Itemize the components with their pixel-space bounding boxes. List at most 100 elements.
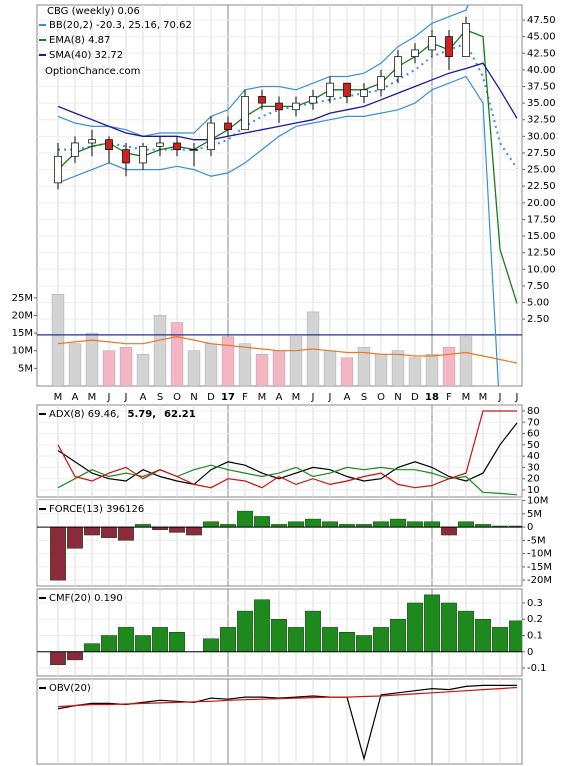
x-tick-label: 18: [425, 392, 439, 403]
candle-body: [122, 149, 130, 164]
volume-bar: [68, 343, 82, 387]
indicator-bar: [390, 518, 406, 528]
volume-bar: [391, 350, 405, 387]
indicator-bar: [254, 599, 270, 653]
bb-lower-line: [57, 75, 499, 386]
x-tick-label: M: [462, 392, 471, 403]
indicator-bar: [84, 526, 100, 536]
x-tick-label: D: [411, 392, 419, 403]
indicator-bar: [390, 618, 406, 653]
x-tick-label: J: [515, 392, 519, 403]
candle-body: [377, 76, 385, 91]
y-tick-label: 5M: [527, 509, 542, 520]
indicator-bar: [254, 516, 270, 528]
indicator-bar: [169, 526, 185, 533]
y-tick-label: -5M: [527, 535, 546, 546]
indicator-line: [57, 464, 518, 496]
watermark: OptionChance.com: [45, 66, 140, 77]
candle-body: [105, 139, 113, 150]
indicator-bar: [84, 643, 100, 653]
y-tick-label: 70: [527, 417, 540, 428]
indicator-bar: [101, 635, 117, 653]
indicator-bar: [50, 651, 66, 666]
volume-bar: [85, 332, 99, 387]
indicator-bar: [135, 635, 151, 653]
x-tick-label: A: [140, 392, 147, 403]
indicator-bar: [373, 521, 389, 528]
indicator-bar: [322, 627, 338, 653]
x-tick-label: M: [292, 392, 301, 403]
indicator-line: [57, 410, 517, 489]
y-tick-label: 20.00: [527, 198, 556, 209]
volume-bar: [272, 350, 286, 387]
indicator-bar: [203, 521, 219, 528]
y-tick-label: 10M: [527, 496, 548, 507]
candle-body: [292, 102, 300, 111]
y-tick-label: 0.1: [527, 631, 543, 642]
x-tick-label: F: [446, 392, 452, 403]
volume-bar: [289, 336, 303, 387]
indicator-bar: [458, 610, 474, 653]
x-tick-label: O: [377, 392, 385, 403]
y-tick-label: -10M: [527, 549, 552, 560]
indicator-bar: [424, 521, 440, 528]
y-tick-label: 30.00: [527, 131, 556, 142]
volume-bar: [170, 322, 184, 387]
overlay-line: [57, 62, 518, 141]
indicator-bar: [441, 526, 457, 536]
y-tick-label: 45.00: [527, 32, 556, 43]
indicator-bar: [356, 635, 372, 653]
candle-body: [326, 82, 334, 97]
volume-bar: [102, 350, 116, 387]
y-tick-label: 2.50: [527, 314, 549, 325]
x-tick-label: O: [173, 392, 181, 403]
y-tick-label: 80: [527, 406, 540, 417]
volume-bar: [459, 336, 473, 387]
indicator-bar: [67, 526, 83, 549]
indicator-bar: [407, 602, 423, 653]
legend-label: BB(20,2) -20.3, 25.16, 70.62: [49, 20, 192, 31]
y-tick-label: 12.50: [527, 248, 556, 259]
indicator-bar: [169, 632, 185, 653]
legend-label: 62.21: [164, 409, 196, 420]
overlay-line: [57, 29, 518, 304]
legend-label: ADX(8) 69.46,: [49, 409, 120, 420]
indicator-bar: [67, 651, 83, 661]
x-tick-label: J: [124, 392, 128, 403]
volume-bar: [238, 343, 252, 387]
y-tick-label: 20: [527, 474, 540, 485]
y-tick-label: 10: [527, 485, 540, 496]
panel-title: CMF(20) 0.190: [49, 593, 123, 604]
candle-body: [343, 82, 351, 97]
x-tick-label: M: [88, 392, 97, 403]
y-tick-label: 22.50: [527, 181, 556, 192]
candle-body: [275, 102, 283, 111]
x-tick-label: S: [361, 392, 367, 403]
legend-label: 5.79,: [128, 409, 156, 420]
candle-body: [241, 96, 249, 131]
x-tick-label: J: [311, 392, 315, 403]
y-tick-label: 32.50: [527, 115, 556, 126]
indicator-bar: [305, 610, 321, 653]
y2-tick-label: 15M: [12, 328, 33, 339]
candle-body: [428, 36, 436, 51]
x-tick-label: A: [276, 392, 283, 403]
y-tick-label: -20M: [527, 575, 552, 586]
y-tick-label: 50: [527, 440, 540, 451]
y-tick-label: 25.00: [527, 165, 556, 176]
indicator-bar: [50, 526, 66, 581]
candle-body: [462, 22, 470, 57]
legend-label: SMA(40) 32.72: [49, 50, 123, 61]
panel-title: OBV(20): [49, 683, 91, 694]
x-tick-label: M: [54, 392, 63, 403]
volume-bar: [119, 346, 133, 387]
indicator-bar: [186, 526, 202, 536]
volume-bar: [374, 354, 388, 387]
panel-title: FORCE(13) 396126: [49, 504, 144, 515]
indicator-bar: [118, 627, 134, 653]
volume-bar: [442, 346, 456, 387]
volume-bar: [357, 346, 371, 387]
indicator-bar: [288, 627, 304, 653]
